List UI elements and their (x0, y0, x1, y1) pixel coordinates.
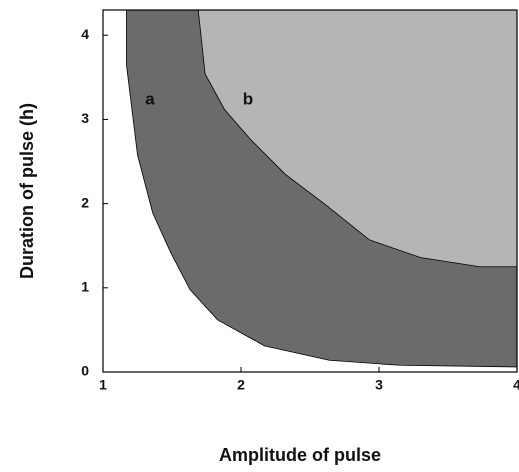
y-tick-label: 2 (81, 194, 89, 210)
x-axis-title: Amplitude of pulse (219, 445, 381, 465)
x-tick-label: 2 (237, 377, 245, 393)
y-tick-label: 4 (81, 26, 89, 42)
y-axis-title: Duration of pulse (h) (17, 103, 37, 279)
x-tick-label: 1 (99, 377, 107, 393)
region-label: a (145, 89, 155, 108)
plot-frame (102, 9, 518, 373)
region-label: b (243, 89, 253, 108)
y-tick-label: 3 (81, 110, 89, 126)
x-tick-label: 4 (513, 377, 519, 393)
y-tick-label: 0 (81, 363, 89, 379)
y-tick-label: 1 (81, 279, 89, 295)
x-tick-label: 3 (375, 377, 383, 393)
